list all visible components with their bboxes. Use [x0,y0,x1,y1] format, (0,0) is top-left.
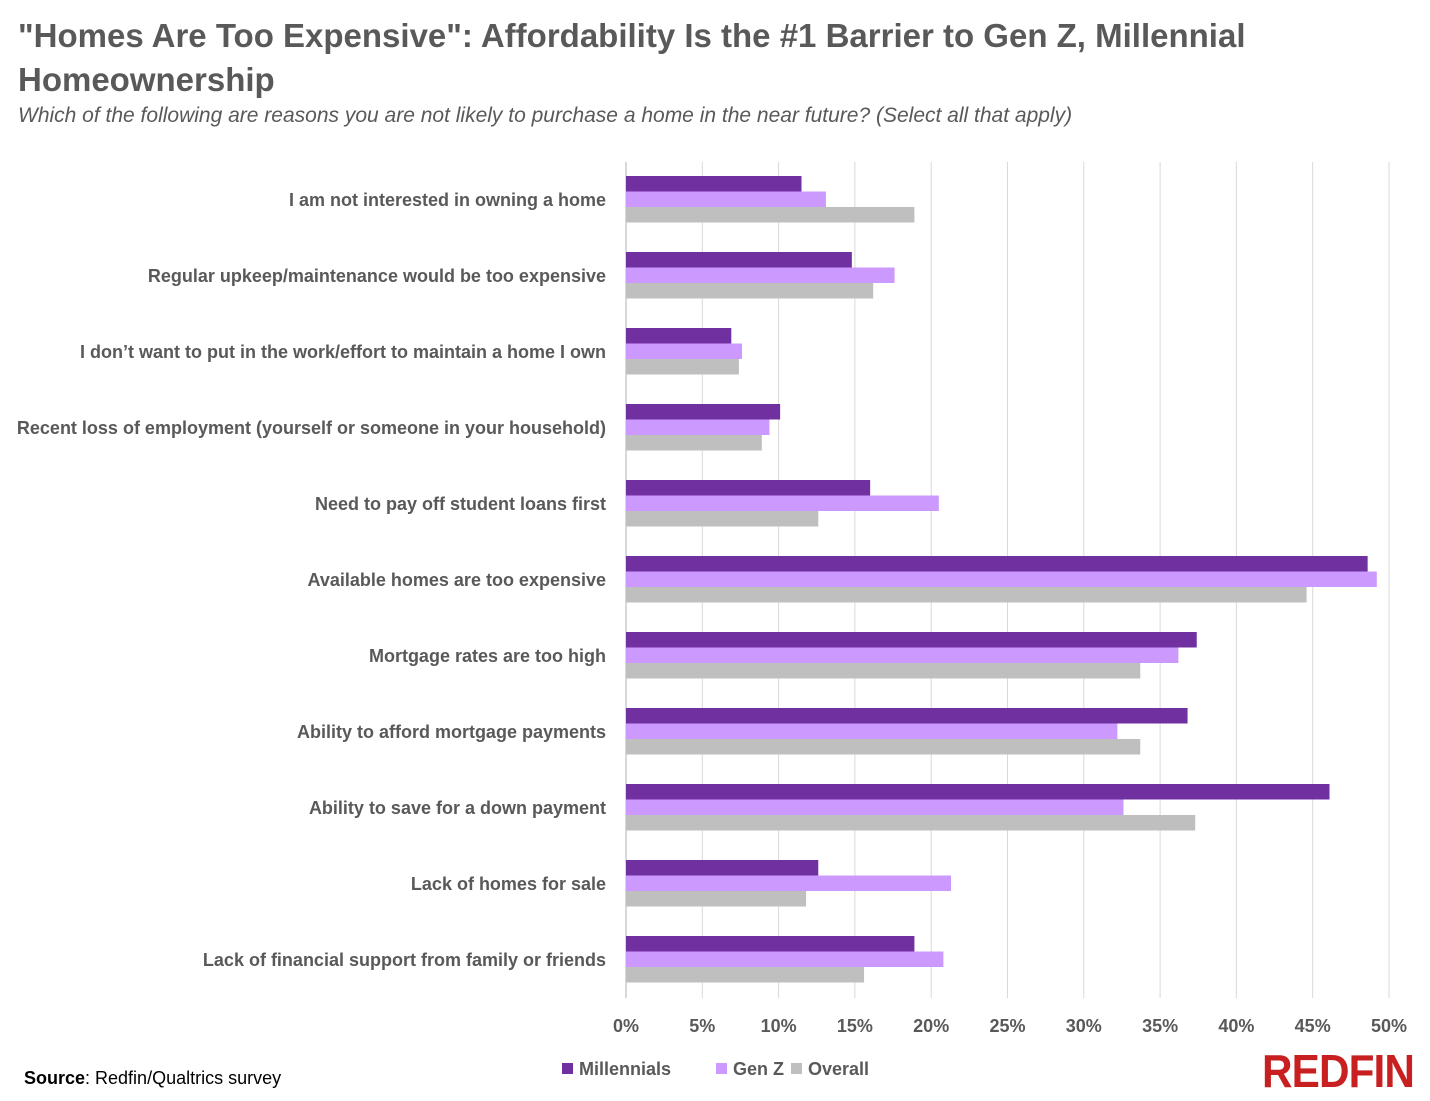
bar-overall [626,435,762,451]
category-label: Ability to save for a down payment [309,798,606,818]
bar-gen-z [626,723,1118,739]
bar-overall [626,815,1196,831]
bar-millennials [626,252,852,268]
bar-millennials [626,632,1197,648]
bar-millennials [626,708,1188,724]
x-tick-label: 10% [761,1016,797,1036]
legend-label: Millennials [579,1059,671,1079]
bar-gen-z [626,419,770,435]
x-tick-label: 30% [1066,1016,1102,1036]
bar-millennials [626,404,781,420]
bar-millennials [626,860,819,876]
source-label: Source [24,1068,86,1088]
x-tick-label: 15% [837,1016,873,1036]
bar-millennials [626,480,871,496]
redfin-logo: REDFIN [1262,1045,1415,1097]
x-tick-label: 20% [913,1016,949,1036]
x-tick-label: 35% [1142,1016,1178,1036]
legend-swatch-millennials [562,1063,573,1074]
category-label: I am not interested in owning a home [289,190,606,210]
x-tick-label: 5% [689,1016,715,1036]
source-text: : Redfin/Qualtrics survey [85,1068,282,1088]
x-tick-label: 25% [989,1016,1025,1036]
category-label: Recent loss of employment (yourself or s… [17,418,606,438]
bar-millennials [626,176,802,192]
category-label: Mortgage rates are too high [369,646,606,666]
x-tick-label: 45% [1295,1016,1331,1036]
x-tick-label: 0% [613,1016,639,1036]
bar-overall [626,207,915,223]
category-label: Ability to afford mortgage payments [297,722,606,742]
bar-millennials [626,936,915,952]
category-label: Regular upkeep/maintenance would be too … [148,266,606,286]
bar-gen-z [626,951,944,967]
bar-gen-z [626,343,742,359]
chart-title: "Homes Are Too Expensive": Affordability… [18,17,1246,98]
bar-gen-z [626,495,939,511]
source-note: Source: Redfin/Qualtrics survey [24,1068,281,1089]
bar-gen-z [626,799,1124,815]
bar-overall [626,511,819,527]
category-label: I don’t want to put in the work/effort t… [80,342,606,362]
bar-millennials [626,556,1368,572]
bar-overall [626,891,807,907]
chart-subtitle: Which of the following are reasons you a… [18,104,1073,127]
bar-overall [626,283,874,299]
bar-gen-z [626,647,1179,663]
bar-gen-z [626,875,952,891]
bar-overall [626,663,1141,679]
category-label: Need to pay off student loans first [315,494,606,514]
x-tick-label: 40% [1218,1016,1254,1036]
category-label: Lack of homes for sale [411,874,606,894]
bar-gen-z [626,267,895,283]
category-label: Lack of financial support from family or… [203,950,606,970]
category-label: Available homes are too expensive [308,570,606,590]
legend-swatch-gen-z [716,1063,727,1074]
bar-millennials [626,784,1330,800]
bar-overall [626,739,1141,755]
bar-overall [626,359,739,375]
bar-overall [626,967,865,983]
legend-swatch-overall [791,1063,802,1074]
x-tick-label: 50% [1371,1016,1407,1036]
bar-overall [626,587,1307,603]
bar-gen-z [626,191,826,207]
legend-label: Overall [808,1059,869,1079]
bar-gen-z [626,571,1377,587]
bar-millennials [626,328,732,344]
legend-label: Gen Z [733,1059,784,1079]
